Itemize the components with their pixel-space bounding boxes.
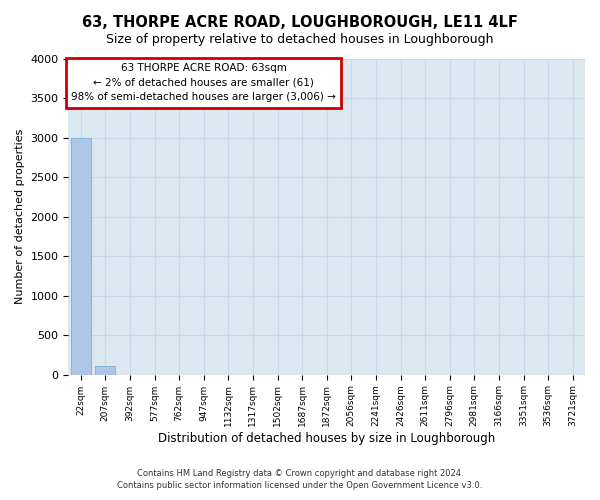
X-axis label: Distribution of detached houses by size in Loughborough: Distribution of detached houses by size … <box>158 432 496 445</box>
Text: 63, THORPE ACRE ROAD, LOUGHBOROUGH, LE11 4LF: 63, THORPE ACRE ROAD, LOUGHBOROUGH, LE11… <box>82 15 518 30</box>
Text: 63 THORPE ACRE ROAD: 63sqm
← 2% of detached houses are smaller (61)
98% of semi-: 63 THORPE ACRE ROAD: 63sqm ← 2% of detac… <box>71 63 336 102</box>
Bar <box>71 138 91 374</box>
Text: Size of property relative to detached houses in Loughborough: Size of property relative to detached ho… <box>106 32 494 46</box>
Text: Contains HM Land Registry data © Crown copyright and database right 2024.
Contai: Contains HM Land Registry data © Crown c… <box>118 468 482 490</box>
Bar <box>95 366 115 374</box>
Y-axis label: Number of detached properties: Number of detached properties <box>15 129 25 304</box>
